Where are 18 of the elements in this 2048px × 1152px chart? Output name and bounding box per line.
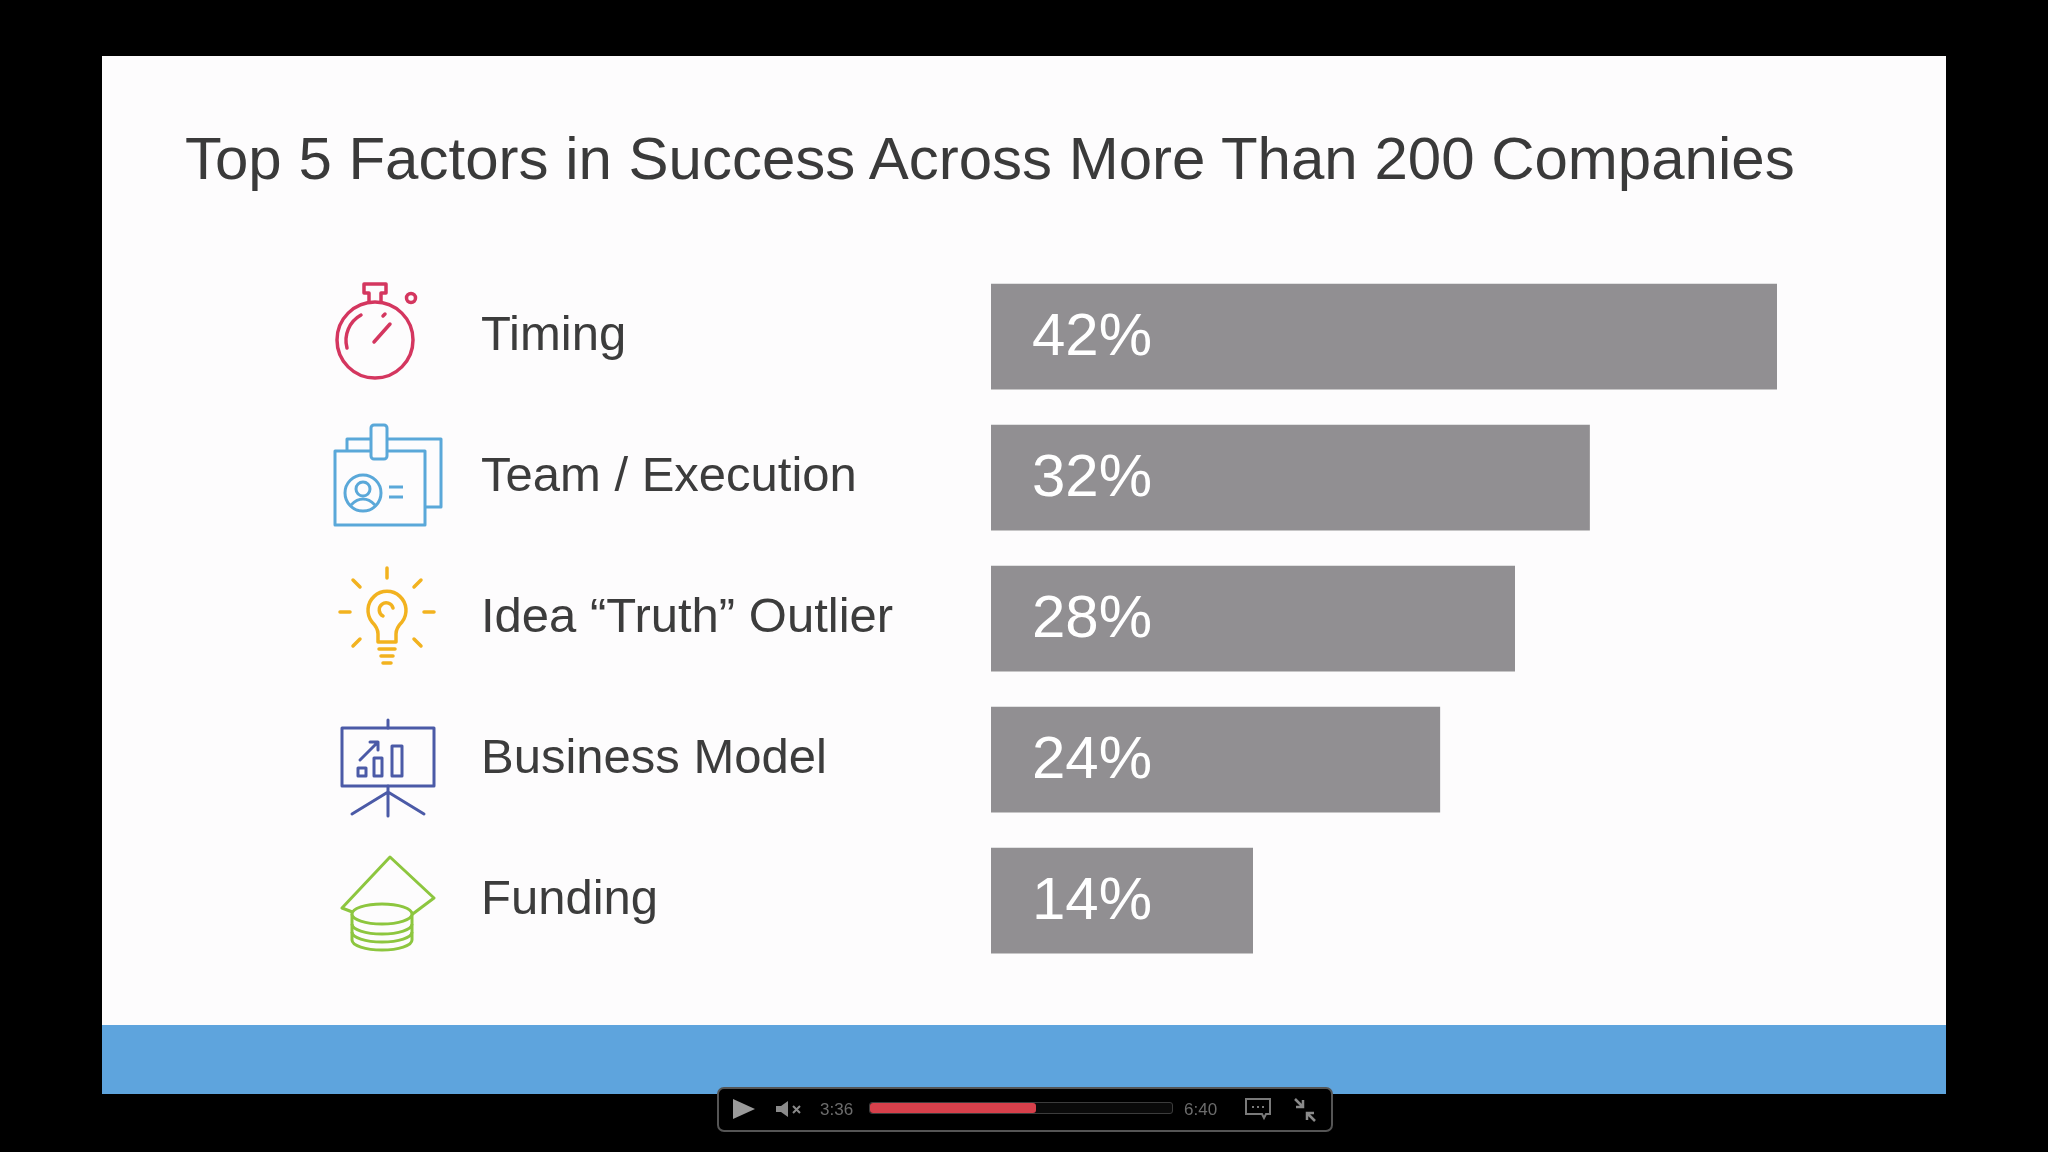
data-label: 14% bbox=[1032, 865, 1153, 933]
y-tick-label: Team / Execution bbox=[481, 447, 857, 502]
chart-title: Top 5 Factors in Success Across More Than 200 Companies bbox=[185, 125, 1795, 192]
bar bbox=[991, 424, 1590, 531]
y-tick-label: Business Model bbox=[481, 729, 827, 784]
y-tick-label: Timing bbox=[481, 306, 627, 361]
y-tick-label: Funding bbox=[481, 870, 659, 925]
data-label: 42% bbox=[1032, 301, 1153, 369]
data-label: 32% bbox=[1032, 442, 1153, 510]
y-tick-label: Idea “Truth” Outlier bbox=[481, 588, 894, 643]
bar bbox=[991, 847, 1253, 954]
text: 3:36 bbox=[820, 1100, 854, 1120]
data-label: 28% bbox=[1032, 583, 1153, 651]
bar bbox=[991, 565, 1515, 672]
data-label: 24% bbox=[1032, 724, 1153, 792]
text: 6:40 bbox=[1184, 1100, 1218, 1120]
bar bbox=[991, 706, 1441, 813]
bar bbox=[991, 283, 1777, 390]
